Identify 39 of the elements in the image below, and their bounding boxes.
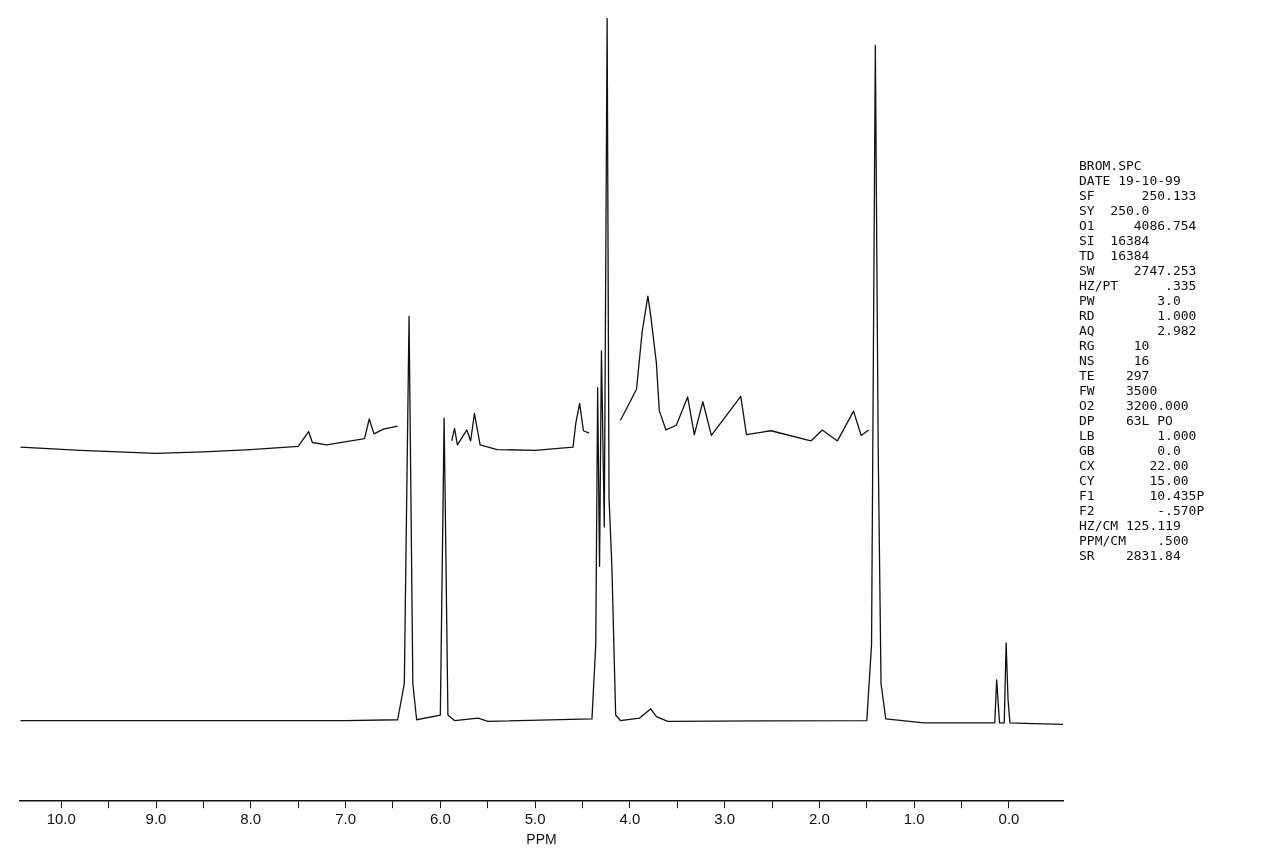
text: PPM/CM .500 [1079, 533, 1190, 548]
text: LB 1.000 [1079, 428, 1198, 443]
text: CY 15.00 [1079, 473, 1190, 488]
text: SF 250.133 [1079, 188, 1198, 203]
text: SY 250.0 [1079, 203, 1151, 218]
text: SW 2747.253 [1079, 263, 1198, 278]
text: CX 22.00 [1079, 458, 1190, 473]
text: SR 2831.84 [1079, 548, 1182, 563]
text: TE 297 [1079, 368, 1151, 383]
x-tick-label: 6.0 [429, 810, 451, 828]
text: HZ/CM 125.119 [1079, 518, 1182, 533]
x-tick-label: 3.0 [714, 810, 736, 828]
x-tick-label: 10.0 [46, 810, 76, 828]
x-tick-label: 9.0 [145, 810, 167, 828]
x-tick-label: 7.0 [335, 810, 356, 828]
text: F2 -.570P [1079, 503, 1205, 518]
text: BROM.SPC [1079, 158, 1143, 173]
x-tick-label: 5.0 [524, 810, 546, 828]
text: FW 3500 [1079, 383, 1159, 398]
text: GB 0.0 [1079, 443, 1182, 458]
text: RD 1.000 [1079, 308, 1198, 323]
text: NS 16 [1079, 353, 1151, 368]
x-tick-label: 2.0 [809, 810, 830, 828]
x-axis-title: PPM [526, 831, 557, 848]
x-tick-label: 1.0 [903, 810, 925, 828]
text: HZ/PT .335 [1079, 278, 1198, 293]
x-tick-label: 8.0 [240, 810, 262, 828]
text: DP 63L PO [1079, 413, 1174, 428]
x-tick-label: 4.0 [619, 810, 641, 828]
text: O2 3200.000 [1079, 398, 1190, 413]
text: RG 10 [1079, 338, 1151, 353]
text: TD 16384 [1079, 248, 1151, 263]
text: F1 10.435P [1079, 488, 1205, 503]
text: O1 4086.754 [1079, 218, 1198, 233]
x-tick-label: 0.0 [998, 810, 1020, 828]
text: PW 3.0 [1079, 293, 1182, 308]
text: SI 16384 [1079, 233, 1151, 248]
text: AQ 2.982 [1079, 323, 1198, 338]
text: DATE 19-10-99 [1079, 173, 1182, 188]
